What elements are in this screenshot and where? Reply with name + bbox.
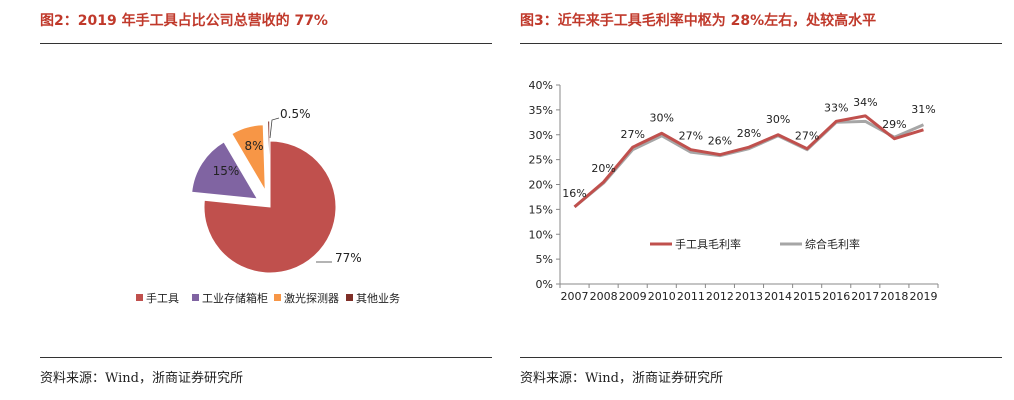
x-tick-label: 2011 (677, 290, 705, 303)
data-label: 20% (591, 162, 615, 175)
x-tick-label: 2016 (822, 290, 850, 303)
legend-swatch (192, 294, 199, 301)
x-tick-label: 2014 (764, 290, 792, 303)
title-divider (520, 43, 1002, 44)
x-tick-label: 2008 (590, 290, 618, 303)
source-divider (40, 357, 492, 358)
right-panel: 图3：近年来手工具毛利率中枢为 28%左右，处较高水平 0% 5% 10% 15% 20… (512, 0, 1014, 400)
data-label: 27% (620, 128, 644, 141)
series-line-hand-tools (573, 114, 924, 209)
source-note: 资料来源：Wind，浙商证券研究所 (520, 371, 723, 386)
y-tick-label: 5% (536, 253, 553, 266)
label-leader-line (269, 117, 280, 139)
y-tick-label: 15% (529, 203, 553, 216)
data-label: 30% (766, 113, 790, 126)
left-panel: 图2：2019 年手工具占比公司总营收的 77% 77% 15% 8% 0.5% 手工具… (0, 0, 500, 400)
legend-label: 其他业务 (356, 292, 400, 305)
legend-label: 激光探测器 (284, 291, 339, 305)
source-note: 资料来源：Wind，浙商证券研究所 (40, 371, 243, 386)
pie-slice (267, 120, 271, 188)
legend-label: 综合毛利率 (805, 237, 860, 251)
legend-label: 手工具毛利率 (675, 237, 741, 251)
y-tick-label: 35% (529, 104, 553, 117)
y-tick-label: 20% (529, 179, 553, 192)
data-label: 33% (824, 101, 848, 114)
legend-swatch (274, 294, 281, 301)
line-chart: 0%5%10%15%20%25%30%35%40%2007 2008 2009 201… (529, 79, 939, 303)
data-label: 28% (737, 127, 761, 140)
legend-swatch (136, 294, 143, 301)
pie-chart: 77% 15% 8% 0.5% 手工具 工业存储箱柜 激光探测器 其他业务 (136, 107, 400, 305)
data-label: 16% (562, 187, 586, 200)
x-tick-label: 2019 (909, 290, 937, 303)
data-label: 27% (795, 130, 819, 143)
pie-slice (231, 124, 266, 191)
legend-swatch (346, 294, 353, 301)
legend-label: 工业存储箱柜 (202, 291, 268, 305)
x-tick-label: 2018 (880, 290, 908, 303)
pie-data-label: 8% (244, 139, 263, 153)
y-tick-label: 25% (529, 154, 553, 167)
x-tick-label: 2012 (706, 290, 734, 303)
data-label: 27% (679, 130, 703, 143)
x-tick-label: 2017 (851, 290, 879, 303)
y-tick-label: 30% (529, 129, 553, 142)
y-tick-label: 0% (536, 278, 553, 291)
legend-label: 手工具 (146, 291, 179, 305)
data-label: 34% (853, 96, 877, 109)
data-label: 26% (708, 135, 732, 148)
pie-data-label: 15% (213, 164, 240, 178)
line-chart-title: 图3：近年来手工具毛利率中枢为 28%左右，处较高水平 (520, 13, 877, 29)
x-tick-label: 2009 (619, 290, 647, 303)
pie-data-label: 0.5% (280, 107, 311, 121)
data-label: 29% (882, 118, 906, 131)
y-tick-label: 10% (529, 228, 553, 241)
pie-slice (191, 141, 259, 200)
title-divider (40, 43, 492, 44)
pie-chart-title: 图2：2019 年手工具占比公司总营收的 77% (40, 13, 328, 29)
data-label: 31% (911, 103, 935, 116)
y-tick-label: 40% (529, 79, 553, 92)
pie-slice (203, 140, 337, 274)
x-tick-label: 2013 (735, 290, 763, 303)
data-label: 30% (650, 111, 674, 124)
source-divider (520, 357, 1002, 358)
pie-data-label: 77% (335, 251, 362, 265)
x-tick-label: 2010 (648, 290, 676, 303)
x-tick-label: 2015 (793, 290, 821, 303)
x-tick-label: 2007 (561, 290, 589, 303)
